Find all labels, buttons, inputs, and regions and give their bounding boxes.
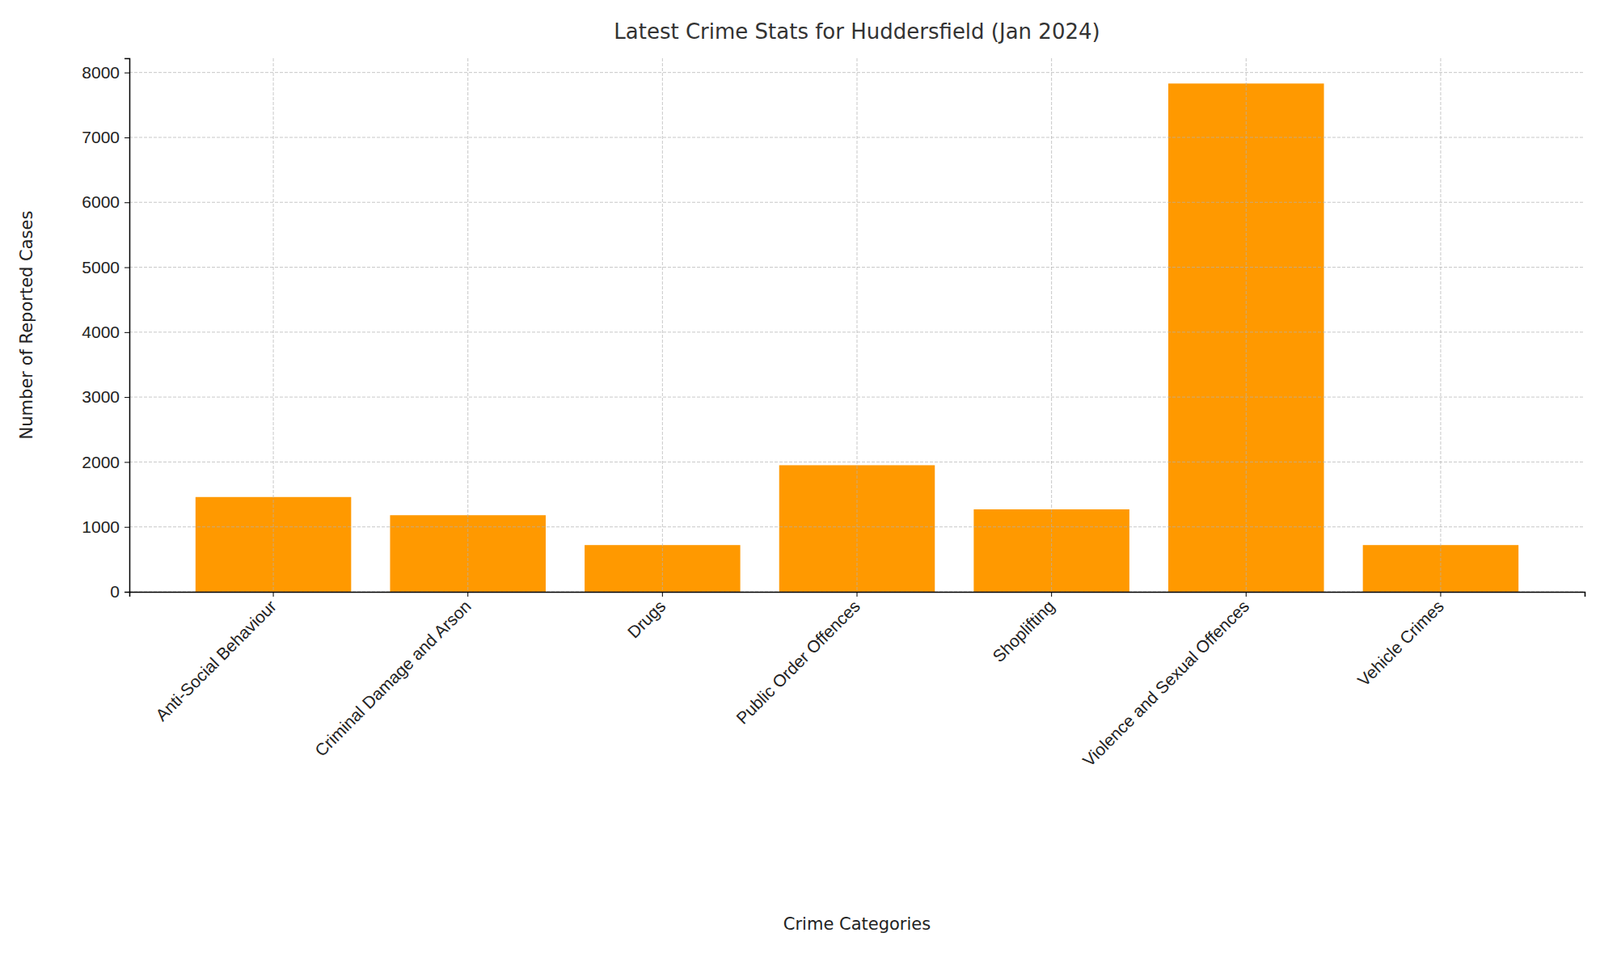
x-tick-mark — [1439, 591, 1441, 597]
y-tick-label: 7000 — [81, 127, 120, 147]
x-tick-mark — [467, 591, 469, 597]
y-tick-mark — [124, 332, 130, 334]
y-tick-label: 0 — [109, 582, 120, 601]
y-tick: 6000 — [81, 192, 130, 212]
y-tick-mark — [124, 72, 130, 74]
y-tick-mark — [124, 396, 130, 398]
grid-line-x — [467, 58, 469, 592]
x-tick: Violence and Sexual Offences — [1079, 591, 1254, 770]
x-axis: Anti-Social BehaviourCriminal Damage and… — [130, 591, 1586, 770]
x-tick-label: Shoplifting — [988, 596, 1059, 667]
y-axis-title: Number of Reported Cases — [16, 211, 37, 440]
grid — [129, 58, 1585, 592]
y-tick-label: 5000 — [81, 257, 120, 277]
y-axis-line — [124, 59, 131, 593]
grid-line-x — [1051, 58, 1052, 592]
x-tick-label: Vehicle Crimes — [1354, 596, 1448, 690]
y-tick: 2000 — [81, 452, 130, 472]
y-axis: 0 1000 2000 3000 4000 5000 6000 7000 8000 — [81, 59, 130, 602]
x-axis-line — [130, 592, 1586, 598]
x-tick-mark — [273, 591, 275, 597]
grid-line-x — [856, 58, 858, 592]
x-tick-label: Violence and Sexual Offences — [1079, 596, 1254, 771]
x-tick: Anti-Social Behaviour — [151, 591, 280, 725]
grid-line-y — [129, 396, 1585, 398]
y-tick-label: 4000 — [81, 322, 120, 342]
y-tick: 8000 — [81, 63, 130, 82]
x-tick-label: Anti-Social Behaviour — [151, 596, 280, 725]
x-tick-mark — [1245, 591, 1247, 597]
y-tick: 3000 — [81, 387, 130, 406]
y-tick-label: 8000 — [81, 63, 120, 82]
title: Latest Crime Stats for Huddersfield (Jan… — [613, 19, 1100, 44]
x-tick: Shoplifting — [988, 591, 1059, 666]
x-tick-label: Criminal Damage and Arson — [311, 596, 475, 760]
grid-line-x — [273, 58, 275, 592]
y-tick: 1000 — [81, 517, 130, 537]
x-axis-title: Crime Categories — [783, 914, 931, 934]
y-tick-label: 3000 — [81, 387, 120, 406]
y-tick: 0 — [109, 582, 130, 601]
x-tick-label: Drugs — [624, 596, 670, 642]
x-tick: Vehicle Crimes — [1354, 591, 1448, 690]
y-tick: 4000 — [81, 322, 130, 342]
x-tick: Criminal Damage and Arson — [311, 591, 475, 760]
y-tick-label: 6000 — [81, 192, 120, 212]
x-tick: Drugs — [624, 591, 670, 642]
x-tick-mark — [1051, 591, 1052, 597]
y-tick-mark — [124, 461, 130, 463]
plot-area: 0 1000 2000 3000 4000 5000 6000 7000 8000 Anti-So… — [81, 58, 1585, 770]
grid-line-x — [662, 58, 663, 592]
x-tick-mark — [856, 591, 858, 597]
y-tick-mark — [124, 267, 130, 269]
y-tick-mark — [124, 591, 130, 593]
grid-line-x — [1245, 58, 1247, 592]
y-tick: 7000 — [81, 127, 130, 147]
y-tick-label: 2000 — [81, 452, 120, 472]
y-tick-mark — [124, 202, 130, 203]
x-tick-label: Public Order Offences — [732, 596, 864, 728]
grid-line-x — [1439, 58, 1441, 592]
y-tick: 5000 — [81, 257, 130, 277]
x-tick: Public Order Offences — [732, 591, 864, 728]
y-tick-mark — [124, 527, 130, 528]
x-tick-mark — [662, 591, 663, 597]
y-tick-label: 1000 — [81, 517, 120, 537]
y-tick-mark — [124, 137, 130, 139]
chart: 0 1000 2000 3000 4000 5000 6000 7000 8000 Anti-So… — [0, 0, 1600, 954]
